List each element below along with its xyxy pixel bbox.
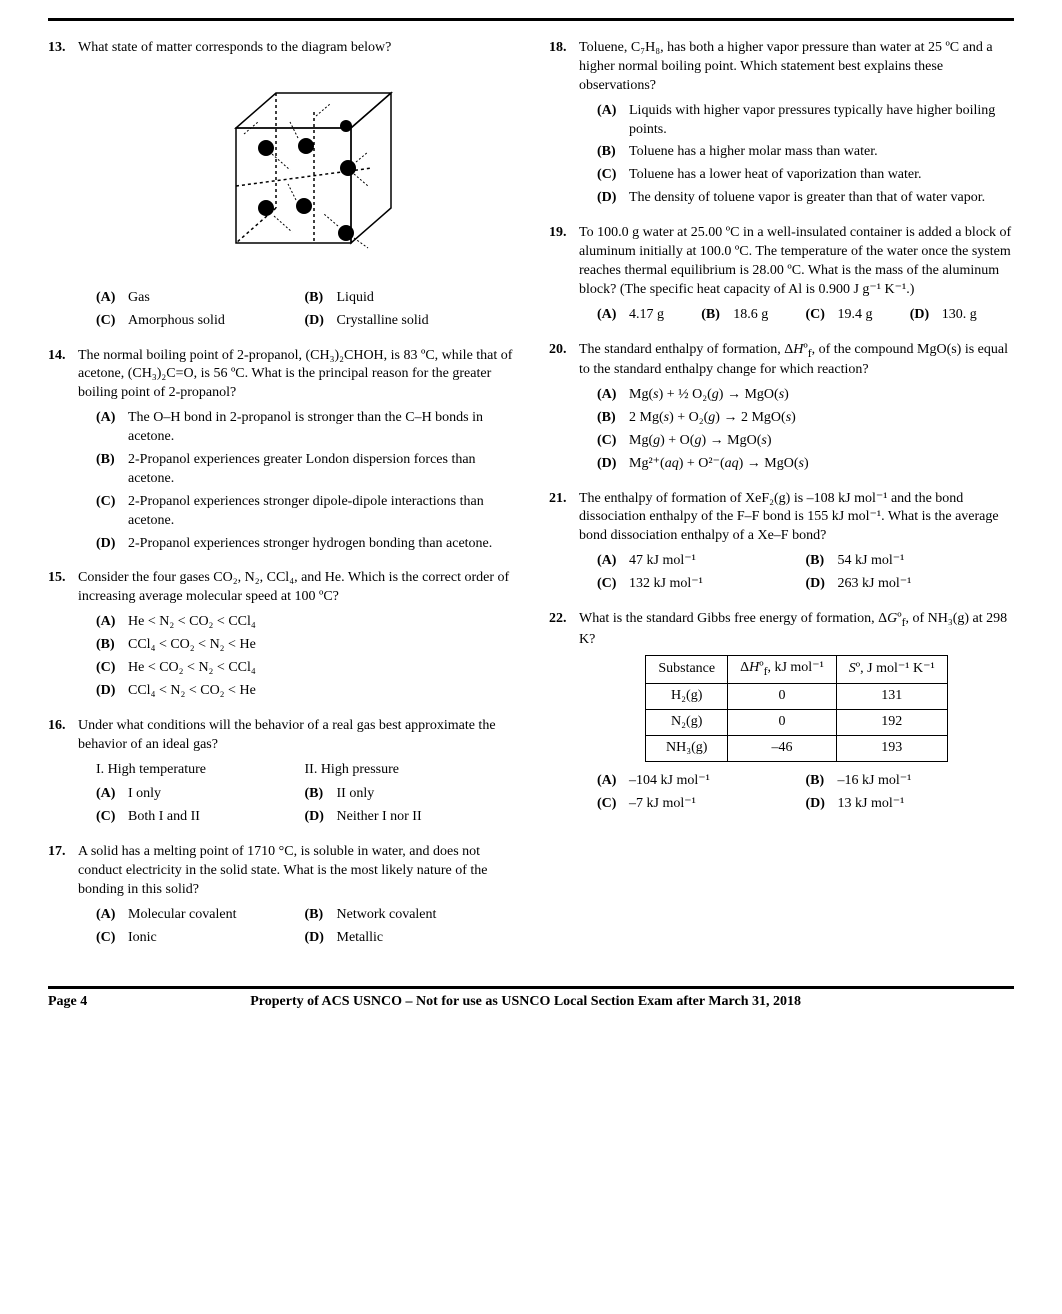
q14-D: 2-Propanol experiences stronger hydrogen…	[128, 535, 513, 554]
q14-C: 2-Propanol experiences stronger dipole-d…	[128, 493, 513, 531]
q19-B: 18.6 g	[733, 306, 805, 325]
q18-A: Liquids with higher vapor pressures typi…	[629, 102, 1014, 140]
question-21: 21. The enthalpy of formation of XeF₂(g)…	[549, 490, 1014, 598]
q16-I: I. High temperature	[96, 761, 305, 780]
q13-D-label: (D)	[305, 312, 337, 331]
q18-C: Toluene has a lower heat of vaporization…	[629, 166, 1014, 185]
q17-C: Ionic	[128, 929, 305, 948]
q21-A: 47 kJ mol⁻¹	[629, 552, 806, 571]
q19-D: 130. g	[942, 306, 1014, 325]
question-13: 13. What state of matter corresponds to …	[48, 39, 513, 335]
q13-B-label: (B)	[305, 289, 337, 308]
q13-B: Liquid	[337, 289, 514, 308]
q18-number: 18.	[549, 39, 579, 212]
q21-B: 54 kJ mol⁻¹	[838, 552, 1015, 571]
right-column: 18. Toluene, C₇H₈, has both a higher vap…	[549, 39, 1014, 964]
q17-stem: A solid has a melting point of 1710 °C, …	[78, 843, 513, 900]
q18-D: The density of toluene vapor is greater …	[629, 189, 1014, 208]
q17-A: Molecular covalent	[128, 906, 305, 925]
q18-stem: Toluene, C₇H₈, has both a higher vapor p…	[579, 39, 1014, 96]
q14-number: 14.	[48, 347, 78, 558]
question-20: 20. The standard enthalpy of formation, …	[549, 341, 1014, 478]
q17-number: 17.	[48, 843, 78, 951]
q19-number: 19.	[549, 224, 579, 328]
q15-A: He < N₂ < CO₂ < CCl₄	[128, 613, 513, 632]
question-14: 14. The normal boiling point of 2-propan…	[48, 347, 513, 558]
q22-table: Substance ΔHºf, kJ mol⁻¹ Sº, J mol⁻¹ K⁻¹…	[645, 655, 947, 761]
q22-number: 22.	[549, 610, 579, 817]
q16-C: Both I and II	[128, 808, 305, 827]
q13-C-label: (C)	[96, 312, 128, 331]
q16-stem: Under what conditions will the behavior …	[78, 717, 513, 755]
q21-C: 132 kJ mol⁻¹	[629, 575, 806, 594]
q22-D: 13 kJ mol⁻¹	[838, 795, 1015, 814]
question-15: 15. Consider the four gases CO₂, N₂, CCl…	[48, 569, 513, 704]
question-17: 17. A solid has a melting point of 1710 …	[48, 843, 513, 951]
q19-A: 4.17 g	[629, 306, 701, 325]
footer-mid: Property of ACS USNCO – Not for use as U…	[87, 993, 964, 1012]
two-column-layout: 13. What state of matter corresponds to …	[48, 39, 1014, 964]
q22-th3: Sº, J mol⁻¹ K⁻¹	[836, 656, 947, 684]
q13-diagram	[78, 68, 513, 275]
q15-B: CCl₄ < CO₂ < N₂ < He	[128, 636, 513, 655]
q17-D: Metallic	[337, 929, 514, 948]
q14-stem: The normal boiling point of 2-propanol, …	[78, 347, 513, 404]
q17-B: Network covalent	[337, 906, 514, 925]
q16-A: I only	[128, 785, 305, 804]
question-18: 18. Toluene, C₇H₈, has both a higher vap…	[549, 39, 1014, 212]
q14-B: 2-Propanol experiences greater London di…	[128, 451, 513, 489]
q16-number: 16.	[48, 717, 78, 831]
q21-number: 21.	[549, 490, 579, 598]
q13-C: Amorphous solid	[128, 312, 305, 331]
q22-stem: What is the standard Gibbs free energy o…	[579, 610, 1014, 649]
q20-stem: The standard enthalpy of formation, ΔHºf…	[579, 341, 1014, 380]
question-16: 16. Under what conditions will the behav…	[48, 717, 513, 831]
q13-A: Gas	[128, 289, 305, 308]
q20-A: Mg(s) + ½ O₂(g) → MgO(s)	[629, 386, 1014, 405]
question-19: 19. To 100.0 g water at 25.00 ºC in a we…	[549, 224, 1014, 328]
q18-B: Toluene has a higher molar mass than wat…	[629, 143, 1014, 162]
q22-th1: Substance	[646, 656, 728, 684]
q22-A: –104 kJ mol⁻¹	[629, 772, 806, 791]
q16-II: II. High pressure	[305, 761, 514, 780]
q16-D: Neither I nor II	[337, 808, 514, 827]
q15-stem: Consider the four gases CO₂, N₂, CCl₄, a…	[78, 569, 513, 607]
q16-B: II only	[337, 785, 514, 804]
q14-A: The O–H bond in 2-propanol is stronger t…	[128, 409, 513, 447]
q13-number: 13.	[48, 39, 78, 335]
q13-A-label: (A)	[96, 289, 128, 308]
q13-stem: What state of matter corresponds to the …	[78, 39, 513, 58]
q20-B: 2 Mg(s) + O₂(g) → 2 MgO(s)	[629, 409, 1014, 428]
q20-number: 20.	[549, 341, 579, 478]
q13-D: Crystalline solid	[337, 312, 514, 331]
q15-C: He < CO₂ < N₂ < CCl₄	[128, 659, 513, 678]
q19-stem: To 100.0 g water at 25.00 ºC in a well-i…	[579, 224, 1014, 300]
q20-C: Mg(g) + O(g) → MgO(s)	[629, 432, 1014, 451]
q19-C: 19.4 g	[838, 306, 910, 325]
q22-th2: ΔHºf, kJ mol⁻¹	[728, 656, 837, 684]
q22-C: –7 kJ mol⁻¹	[629, 795, 806, 814]
q21-stem: The enthalpy of formation of XeF₂(g) is …	[579, 490, 1014, 547]
q15-number: 15.	[48, 569, 78, 704]
q22-B: –16 kJ mol⁻¹	[838, 772, 1015, 791]
q21-D: 263 kJ mol⁻¹	[838, 575, 1015, 594]
q20-D: Mg²⁺(aq) + O²⁻(aq) → MgO(s)	[629, 455, 1014, 474]
page-footer: Page 4 Property of ACS USNCO – Not for u…	[48, 986, 1014, 1012]
footer-left: Page 4	[48, 993, 87, 1012]
top-rule	[48, 18, 1014, 21]
q15-D: CCl₄ < N₂ < CO₂ < He	[128, 682, 513, 701]
question-22: 22. What is the standard Gibbs free ener…	[549, 610, 1014, 817]
left-column: 13. What state of matter corresponds to …	[48, 39, 513, 964]
